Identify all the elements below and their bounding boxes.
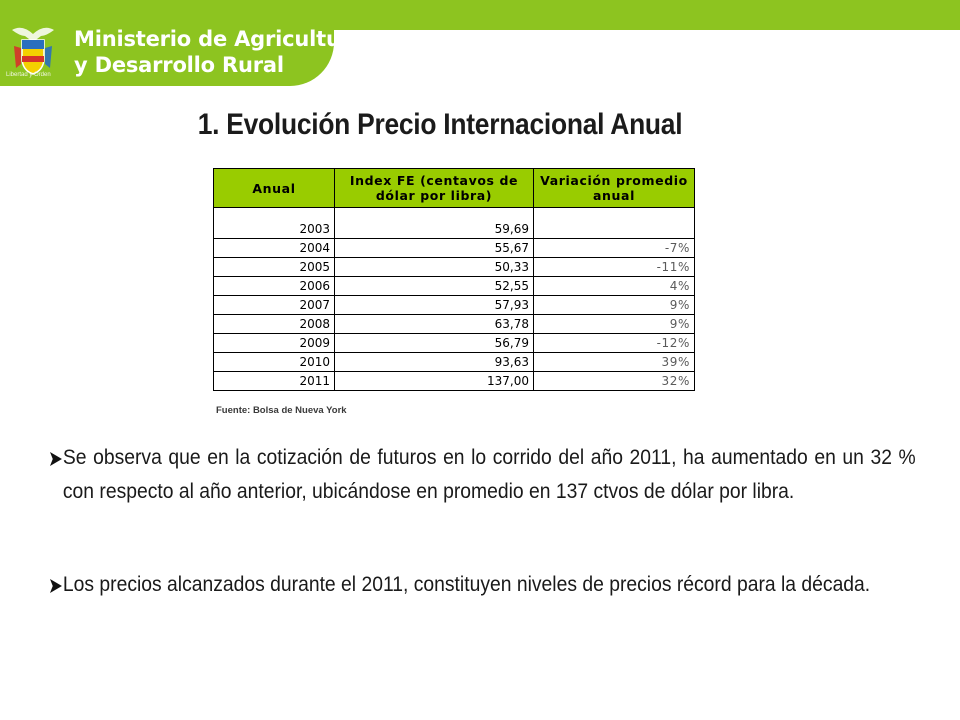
cell-index: 55,67: [334, 238, 534, 258]
emblem-caption: Libertad y Orden: [6, 72, 51, 78]
cell-variation: 9%: [533, 295, 695, 315]
cell-year: 2010: [213, 352, 335, 372]
cell-variation: -11%: [533, 257, 695, 277]
header-variation: Variación promedio anual: [533, 168, 695, 208]
cell-index: 137,00: [334, 371, 534, 391]
ministry-name-line1: Ministerio de Agricultura: [74, 27, 365, 51]
source-note: Fuente: Bolsa de Nueva York: [216, 405, 347, 416]
cell-variation: 4%: [533, 276, 695, 296]
cell-year: 2004: [213, 238, 335, 258]
table-row: 2010 93,63 39%: [213, 352, 695, 372]
ministry-header: Libertad y Orden Ministerio de Agricultu…: [0, 0, 365, 86]
bullet-text: Se observa que en la cotización de futur…: [62, 446, 916, 503]
cell-year: 2009: [213, 333, 335, 353]
cell-index: 56,79: [334, 333, 534, 353]
table-row: 2007 57,93 9%: [213, 295, 695, 315]
header-year: Anual: [213, 168, 335, 208]
bullet-item: Se observa que en la cotización de futur…: [50, 441, 916, 509]
cell-year: 2008: [213, 314, 335, 334]
colombia-coat-of-arms-icon: [12, 27, 54, 75]
table-header-row: Anual Index FE (centavos de dólar por li…: [213, 168, 695, 208]
bullet-text: Los precios alcanzados durante el 2011, …: [62, 573, 871, 596]
cell-variation: 32%: [533, 371, 695, 391]
cell-year: 2006: [213, 276, 335, 296]
page-title: 1. Evolución Precio Internacional Anual: [197, 108, 683, 141]
table-row: 2009 56,79 -12%: [213, 333, 695, 353]
cell-variation: 39%: [533, 352, 695, 372]
arrow-bullet-icon: [50, 579, 62, 593]
table-row: 2011 137,00 32%: [213, 371, 695, 391]
cell-year: 2011: [213, 371, 335, 391]
cell-year: 2007: [213, 295, 335, 315]
cell-variation: 9%: [533, 314, 695, 334]
ministry-name: Ministerio de Agricultura y Desarrollo R…: [74, 26, 365, 78]
cell-variation: -12%: [533, 333, 695, 353]
arrow-bullet-icon: [50, 452, 62, 466]
table-row: 2003 59,69: [213, 207, 695, 239]
table-row: 2006 52,55 4%: [213, 276, 695, 296]
table-row: 2008 63,78 9%: [213, 314, 695, 334]
bullet-item: Los precios alcanzados durante el 2011, …: [50, 568, 916, 602]
cell-variation: [533, 207, 695, 239]
cell-variation: -7%: [533, 238, 695, 258]
cell-index: 57,93: [334, 295, 534, 315]
cell-year: 2005: [213, 257, 335, 277]
cell-index: 93,63: [334, 352, 534, 372]
table-row: 2005 50,33 -11%: [213, 257, 695, 277]
cell-index: 63,78: [334, 314, 534, 334]
price-table: Anual Index FE (centavos de dólar por li…: [213, 168, 695, 391]
table-row: 2004 55,67 -7%: [213, 238, 695, 258]
cell-index: 50,33: [334, 257, 534, 277]
header-index: Index FE (centavos de dólar por libra): [334, 168, 534, 208]
ministry-name-line2: y Desarrollo Rural: [74, 53, 284, 77]
cell-index: 52,55: [334, 276, 534, 296]
cell-index: 59,69: [334, 207, 534, 239]
cell-year: 2003: [213, 207, 335, 239]
